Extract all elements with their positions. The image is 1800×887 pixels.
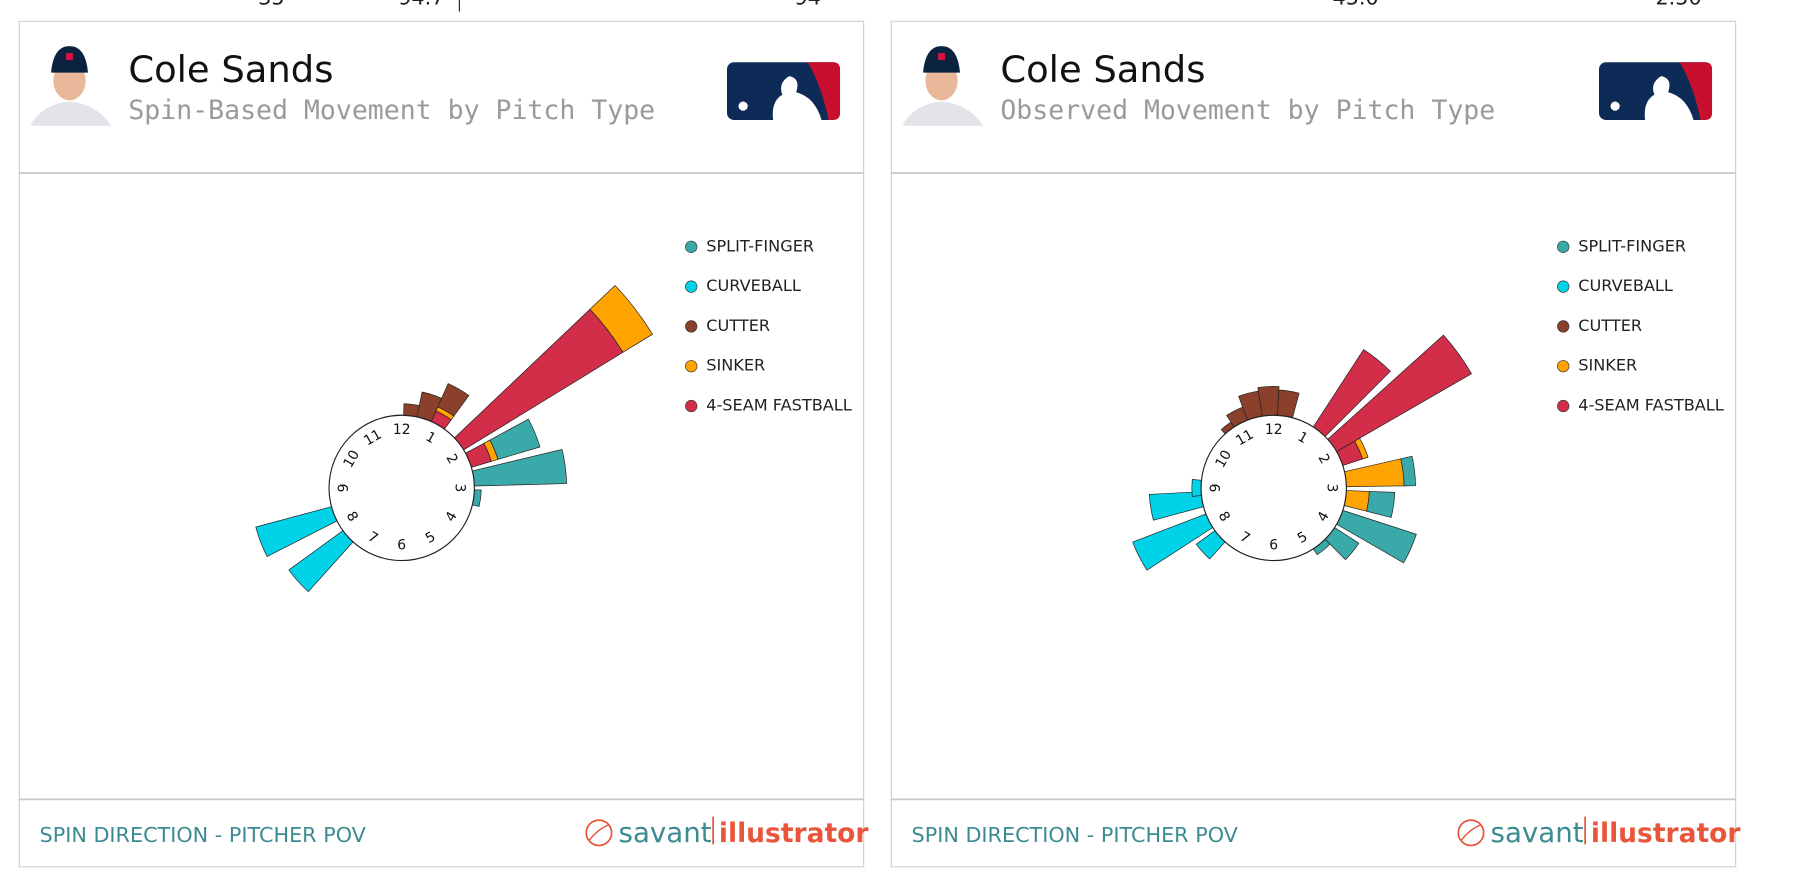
legend-label: 4-SEAM FASTBALL <box>1578 396 1724 415</box>
chart-title: Spin-Based Movement by Pitch Type <box>128 95 655 126</box>
clock-label: 12 <box>1265 422 1283 438</box>
cap-logo <box>938 53 945 60</box>
wedge <box>1366 491 1396 518</box>
mlb-logo <box>1598 62 1713 120</box>
brand-seam <box>588 824 610 842</box>
clock-label: 6 <box>397 538 406 554</box>
legend-label: SPLIT-FINGER <box>1578 236 1686 255</box>
clock-label: 9 <box>1208 484 1224 493</box>
shoulders <box>30 101 112 126</box>
brand-illustrator: illustrator <box>719 818 869 849</box>
cap-logo <box>66 53 73 60</box>
logo-batter <box>1644 76 1694 120</box>
legend-dot <box>685 320 698 333</box>
clock-label: 11 <box>361 427 384 450</box>
mlb-logo <box>726 62 841 120</box>
clock-label: 9 <box>336 484 352 493</box>
legend-label: SINKER <box>1578 356 1637 375</box>
legend-dot <box>685 360 698 373</box>
clock-ring <box>1200 414 1347 562</box>
legend-label: CURVEBALL <box>706 276 801 295</box>
wedge <box>589 284 653 353</box>
legend-dot <box>1557 360 1570 373</box>
logo-red <box>1679 62 1713 120</box>
clock-label: 3 <box>1323 484 1339 493</box>
legend-dot <box>1557 280 1570 293</box>
logo-batter <box>772 76 822 120</box>
clock-label: 12 <box>393 422 411 438</box>
wedge <box>437 383 470 417</box>
brand-icon <box>585 819 613 847</box>
headshot <box>902 46 984 126</box>
logo-ball <box>738 101 748 111</box>
top-value: 94.7 <box>398 0 444 10</box>
clock-label: 10 <box>1212 447 1235 470</box>
chart-title: Observed Movement by Pitch Type <box>1000 95 1495 126</box>
legend-label: CURVEBALL <box>1578 276 1673 295</box>
clock-ring <box>328 414 475 562</box>
player-name: Cole Sands <box>1000 48 1205 91</box>
brand-savant: savant <box>619 816 712 849</box>
shoulders <box>902 101 984 126</box>
wedge <box>1191 478 1202 497</box>
legend-dot <box>685 240 698 253</box>
legend-dot <box>685 280 698 293</box>
logo-red <box>807 62 841 120</box>
chart-panel: Cole Sands Observed Movement by Pitch Typ… <box>890 20 1741 868</box>
top-value: 35 <box>258 0 284 10</box>
top-value: 2.50 <box>1655 0 1701 10</box>
chart-panel: Cole Sands Spin-Based Movement by Pitch T… <box>18 20 869 868</box>
wedge <box>1400 455 1416 487</box>
wedge <box>1354 437 1369 460</box>
clock-label: 10 <box>340 447 363 470</box>
brand-illustrator: illustrator <box>1591 818 1741 849</box>
clock-label: 3 <box>451 484 467 493</box>
legend-dot <box>1557 240 1570 253</box>
legend-label: CUTTER <box>1578 316 1642 335</box>
top-value: 94 <box>795 0 821 10</box>
logo-ball <box>1610 101 1620 111</box>
legend-dot <box>1557 320 1570 333</box>
player-name: Cole Sands <box>128 48 333 91</box>
clock-label: 6 <box>1269 538 1278 554</box>
brand-savant: savant <box>1491 816 1584 849</box>
headshot <box>30 46 112 126</box>
legend-label: SPLIT-FINGER <box>706 236 814 255</box>
brand-icon <box>1457 819 1485 847</box>
footer-label: SPIN DIRECTION - PITCHER POV <box>40 823 367 847</box>
legend-label: SINKER <box>706 356 765 375</box>
legend-dot <box>685 399 698 413</box>
top-value: 45.0 <box>1333 0 1379 10</box>
clock-label: 11 <box>1233 427 1256 450</box>
legend-dot <box>1557 399 1570 413</box>
legend-label: 4-SEAM FASTBALL <box>706 396 852 415</box>
wedge <box>489 418 541 460</box>
footer-label: SPIN DIRECTION - PITCHER POV <box>912 823 1239 847</box>
legend-label: CUTTER <box>706 316 770 335</box>
brand-seam <box>1460 824 1482 842</box>
